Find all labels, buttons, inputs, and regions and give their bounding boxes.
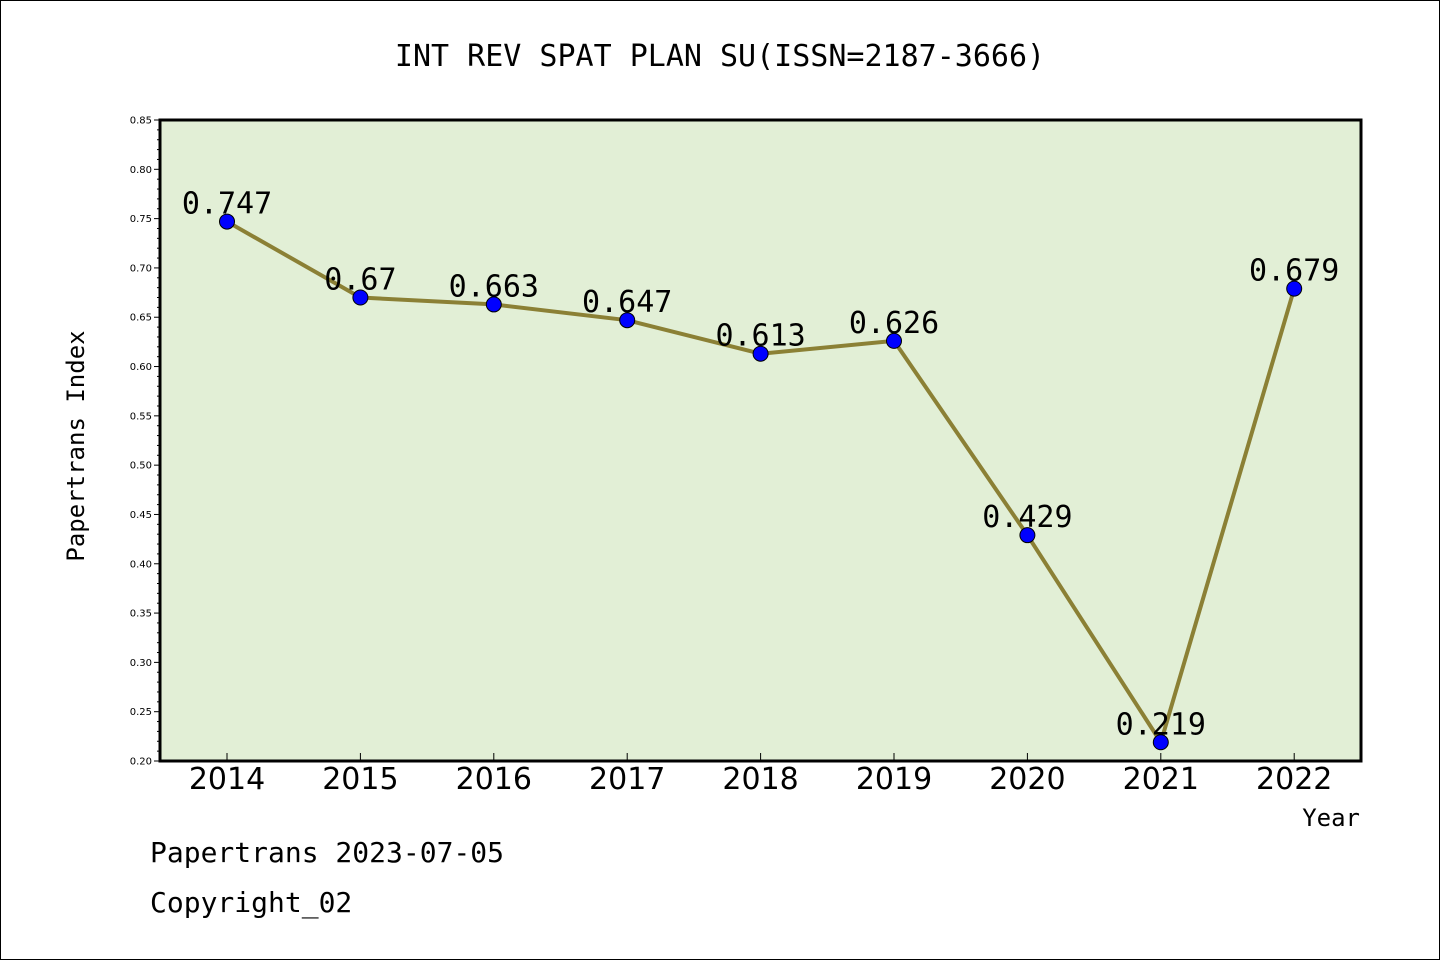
y-tick-label: 0.35: [130, 609, 152, 620]
data-labels: 0.747 0.67 0.663 0.647 0.613 0.626 0.429 0.219 0…: [182, 187, 1340, 743]
y-tick-label: 0.70: [130, 263, 152, 274]
data-label: 0.663: [449, 269, 539, 304]
x-tick-label: 2017: [589, 762, 665, 797]
x-tick-label: 2015: [322, 762, 398, 797]
y-axis: 0.20 0.25 0.30 0.35 0.40 0.45 0.50 0.55 0.60 0.65…: [130, 116, 160, 768]
data-label: 0.647: [582, 285, 672, 320]
y-tick-label: 0.45: [130, 510, 152, 521]
data-label: 0.429: [982, 500, 1072, 535]
y-tick-label: 0.30: [130, 658, 152, 669]
x-tick-label: 2018: [722, 762, 798, 797]
plot-area: [158, 118, 1363, 763]
data-label: 0.219: [1116, 707, 1206, 742]
data-point: [886, 332, 902, 349]
x-tick-label: 2020: [989, 762, 1065, 797]
x-tick-label: 2014: [189, 762, 265, 797]
data-point: [1286, 280, 1303, 297]
data-label: 0.679: [1249, 254, 1339, 289]
data-point: [619, 312, 636, 329]
y-tick-label: 0.80: [130, 165, 152, 176]
y-tick-label: 0.60: [130, 362, 152, 373]
data-point: [1019, 527, 1036, 544]
data-label: 0.613: [715, 319, 805, 354]
x-axis-label: Year: [1302, 804, 1360, 832]
y-tick-label: 0.40: [130, 559, 152, 570]
data-point: [485, 296, 502, 313]
data-point: [352, 289, 369, 306]
y-tick-label: 0.85: [130, 116, 152, 127]
y-tick-label: 0.55: [130, 411, 152, 422]
x-tick-label: 2022: [1256, 762, 1332, 797]
y-tick-label: 0.20: [130, 757, 152, 768]
x-axis: 2014 2015 2016 2017 2018 2019 2020 2021 2022: [189, 753, 1332, 797]
footer-copyright: Copyright_02: [150, 886, 353, 919]
data-point: [752, 345, 769, 362]
data-point: [219, 213, 235, 230]
data-label: 0.626: [849, 306, 939, 341]
data-point: [1152, 734, 1169, 751]
y-axis-label: Papertrans Index: [62, 330, 90, 561]
data-label: 0.747: [182, 187, 272, 222]
x-tick-label: 2021: [1123, 762, 1199, 797]
x-tick-label: 2016: [456, 762, 532, 797]
y-tick-label: 0.50: [130, 461, 152, 472]
y-tick-label: 0.25: [130, 707, 152, 718]
chart-title: INT REV SPAT PLAN SU(ISSN=2187-3666): [395, 39, 1045, 74]
y-tick-label: 0.65: [130, 313, 152, 324]
footer-date-line: Papertrans 2023-07-05: [150, 836, 505, 869]
data-label: 0.67: [324, 263, 396, 298]
data-markers: [219, 213, 1303, 751]
x-tick-label: 2019: [856, 762, 932, 797]
y-tick-label: 0.75: [130, 214, 152, 225]
